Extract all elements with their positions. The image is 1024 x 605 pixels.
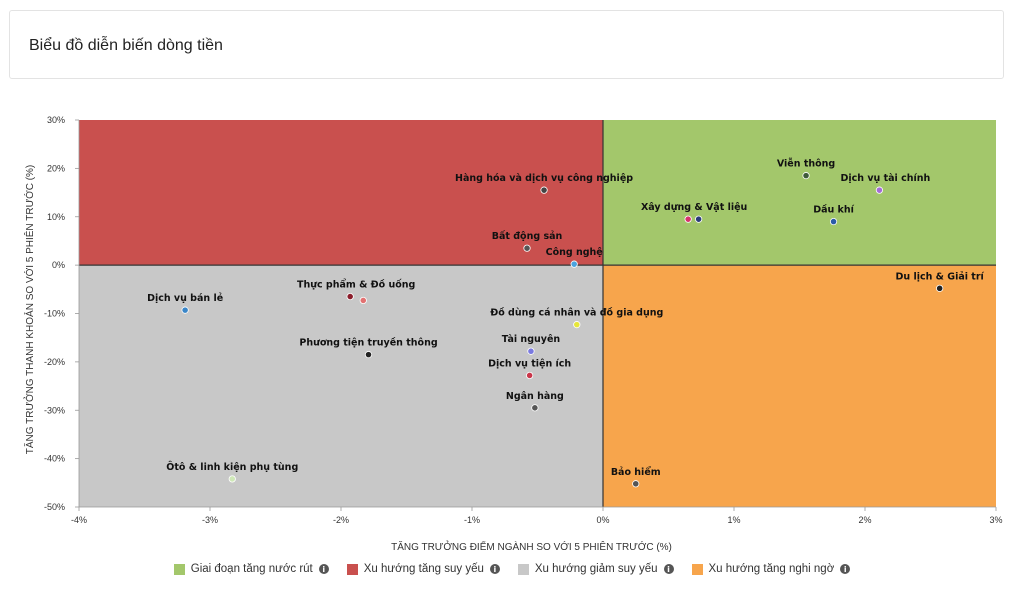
- y-tick-label: 30%: [47, 115, 65, 125]
- legend-item[interactable]: Giai đoạn tăng nước rút i: [173, 563, 329, 575]
- data-point: [570, 260, 578, 268]
- quadrant-bottom-right: [603, 265, 996, 507]
- data-point-label: Bất động sản: [492, 231, 563, 242]
- data-point-label: Dịch vụ tài chính: [841, 173, 931, 184]
- legend-item[interactable]: Xu hướng giảm suy yếu i: [517, 563, 674, 575]
- data-point-label: Bảo hiểm: [611, 466, 661, 478]
- info-icon[interactable]: i: [318, 564, 329, 574]
- legend-swatch: [173, 563, 185, 575]
- data-point-label: Hàng hóa và dịch vụ công nghiệp: [455, 173, 633, 184]
- data-point: [359, 296, 367, 305]
- y-tick-label: -30%: [44, 405, 65, 415]
- info-icon[interactable]: i: [663, 564, 674, 574]
- data-point: [875, 186, 884, 194]
- chart-title-card: Biểu đồ diễn biến dòng tiền: [9, 10, 1004, 79]
- data-point-label: Công nghệ: [546, 247, 603, 258]
- data-point-label: Dầu khí: [813, 205, 854, 216]
- data-point: [632, 480, 640, 488]
- data-point: [181, 306, 189, 314]
- x-tick-label: -1%: [464, 515, 480, 525]
- legend-item[interactable]: Xu hướng tăng nghi ngờ i: [691, 563, 851, 575]
- x-tick-label: -3%: [202, 515, 218, 525]
- data-point: [936, 284, 944, 292]
- y-tick-label: -50%: [44, 502, 65, 512]
- data-point: [364, 351, 373, 359]
- data-point: [695, 215, 703, 223]
- info-icon[interactable]: i: [840, 564, 851, 574]
- legend-label: Xu hướng tăng suy yếu: [363, 563, 484, 575]
- data-point: [523, 244, 531, 252]
- data-point-label: Dịch vụ tiện ích: [488, 358, 571, 369]
- data-point: [228, 475, 236, 483]
- data-point-label: Ôtô & linh kiện phụ tùng: [166, 461, 298, 473]
- x-tick-label: 0%: [596, 515, 609, 525]
- data-point-label: Du lịch & Giải trí: [896, 271, 985, 282]
- x-axis-title: TĂNG TRƯỞNG ĐIỂM NGÀNH SO VỚI 5 PHIÊN TR…: [391, 540, 672, 553]
- x-tick-label: -2%: [333, 515, 349, 525]
- data-point: [684, 215, 692, 223]
- data-point: [802, 172, 810, 180]
- legend-swatch: [517, 563, 529, 575]
- chart-title: Biểu đồ diễn biến dòng tiền: [29, 37, 223, 54]
- quadrant-top-right: [603, 120, 996, 266]
- legend-label: Xu hướng tăng nghi ngờ: [708, 563, 835, 575]
- quadrant-top-left: [79, 120, 603, 266]
- data-point: [540, 186, 548, 194]
- data-point: [526, 371, 534, 380]
- y-tick-label: 10%: [47, 212, 65, 222]
- y-tick-label: 20%: [47, 163, 65, 173]
- data-point-label: Tài nguyên: [502, 334, 561, 345]
- x-tick-label: 3%: [989, 515, 1002, 525]
- data-point-label: Viễn thông: [777, 159, 835, 170]
- data-point-label: Dịch vụ bán lẻ: [147, 293, 223, 304]
- data-point-label: Thực phẩm & Đồ uống: [297, 280, 415, 291]
- legend-swatch: [691, 563, 703, 575]
- x-tick-label: -4%: [71, 515, 87, 525]
- y-tick-label: -10%: [44, 309, 65, 319]
- data-point-label: Đồ dùng cá nhân và đồ gia dụng: [490, 308, 663, 319]
- legend-label: Giai đoạn tăng nước rút: [190, 563, 313, 575]
- data-point: [346, 292, 354, 301]
- data-point-label: Phương tiện truyền thông: [299, 338, 437, 349]
- x-tick-label: 2%: [858, 515, 871, 525]
- data-point: [531, 404, 539, 412]
- data-point-label: Ngân hàng: [506, 391, 564, 402]
- data-point: [829, 217, 838, 226]
- y-tick-label: -20%: [44, 357, 65, 367]
- legend-label: Xu hướng giảm suy yếu: [534, 563, 658, 575]
- y-tick-label: -40%: [44, 454, 65, 464]
- x-tick-label: 1%: [727, 515, 740, 525]
- data-point: [573, 321, 581, 329]
- y-axis-title: TĂNG TRƯỞNG THANH KHOẢN SO VỚI 5 PHIÊN T…: [23, 165, 36, 455]
- chart-legend: Giai đoạn tăng nước rút i Xu hướng tăng su…: [0, 563, 1024, 575]
- data-point-label: Xây dựng & Vật liệu: [641, 202, 747, 213]
- quadrant-bottom-left: [79, 265, 603, 507]
- legend-item[interactable]: Xu hướng tăng suy yếu i: [346, 563, 500, 575]
- y-tick-label: 0%: [52, 260, 65, 270]
- legend-swatch: [346, 563, 358, 575]
- data-point: [527, 347, 535, 355]
- info-icon[interactable]: i: [489, 564, 500, 574]
